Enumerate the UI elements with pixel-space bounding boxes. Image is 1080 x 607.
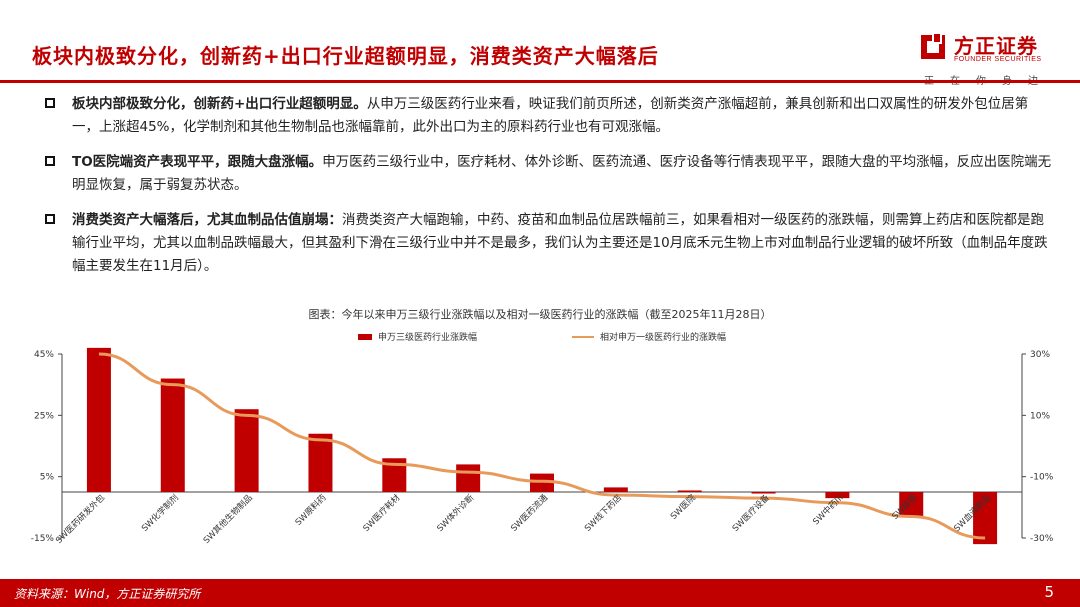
chart-bar bbox=[751, 492, 776, 494]
category-label: SW体外诊断 bbox=[435, 492, 477, 534]
left-tick-label: 5% bbox=[40, 473, 55, 483]
header-divider bbox=[0, 80, 1080, 83]
legend-item-bar: 申万三级医药行业涨跌幅 bbox=[358, 330, 477, 343]
bullet-text: 消费类资产大幅跑输，中药、疫苗和血制品位居跌幅前三，如果看相对一级医药的涨跌幅，… bbox=[72, 212, 1048, 274]
left-tick-label: 45% bbox=[34, 350, 54, 360]
legend-line-swatch bbox=[572, 335, 594, 338]
right-tick-label: 30% bbox=[1030, 350, 1050, 360]
chart-bar bbox=[234, 409, 259, 492]
chart-bar bbox=[456, 464, 481, 492]
bullet-text: 申万医药三级行业中，医疗耗材、体外诊断、医药流通、医疗设备等行情表现平平，跟随大… bbox=[72, 154, 1052, 193]
legend-label: 相对申万一级医药行业的涨跌幅 bbox=[600, 333, 727, 343]
chart-bar bbox=[825, 492, 850, 499]
bullet-heading: 消费类资产大幅落后，尤其血制品估值崩塌： bbox=[72, 212, 342, 228]
bullet-item: TO医院端资产表现平平，跟随大盘涨幅。申万医药三级行业中，医疗耗材、体外诊断、医… bbox=[42, 151, 1052, 197]
bullet-list: 板块内部极致分化，创新药+出口行业超额明显。从申万三级医药行业来看，映证我们前页… bbox=[42, 93, 1052, 290]
chart-bar bbox=[899, 492, 924, 517]
legend-bar-swatch bbox=[358, 333, 372, 340]
right-tick-label: -30% bbox=[1030, 534, 1054, 544]
relative-change-line bbox=[98, 352, 986, 540]
chart-bar bbox=[86, 347, 111, 492]
logo-name-cn: 方正证券 bbox=[954, 34, 1038, 58]
chart-bar bbox=[530, 473, 554, 492]
page-number: 5 bbox=[1044, 583, 1054, 601]
right-tick-label: 10% bbox=[1030, 411, 1050, 421]
category-label: SW医药流通 bbox=[509, 492, 551, 534]
chart-bar bbox=[308, 433, 333, 492]
category-label: SW线下药店 bbox=[582, 492, 624, 534]
chart-bar bbox=[160, 378, 185, 492]
bar-line-chart: 45%25%5%-15%30%10%-10%-30%SW医药研发外包 SW化学制剂… bbox=[31, 347, 1054, 546]
square-bullet-icon bbox=[45, 156, 55, 166]
category-label: SW其他生物制品 bbox=[201, 492, 255, 546]
left-tick-label: 25% bbox=[34, 411, 54, 421]
chart-bar bbox=[677, 490, 702, 492]
category-label: SW原料药 bbox=[293, 492, 329, 528]
logo-name-en: FOUNDER SECURITIES bbox=[954, 56, 1042, 63]
square-bullet-icon bbox=[45, 98, 55, 108]
bullet-text: 从申万三级医药行业来看，映证我们前页所述，创新类资产涨幅超前，兼具创新和出口双属… bbox=[72, 96, 1029, 135]
figure-title: 图表：今年以来申万三级行业涨跌幅以及相对一级医药行业的涨跌幅（截至2025年11… bbox=[308, 308, 772, 321]
category-label: SW化学制剂 bbox=[139, 492, 181, 534]
chart-bar bbox=[973, 492, 998, 545]
footer-bar: 资料来源：Wind，方正证券研究所 5 bbox=[0, 579, 1080, 607]
category-label: SW医疗耗材 bbox=[361, 492, 403, 534]
bullet-item: 消费类资产大幅落后，尤其血制品估值崩塌：消费类资产大幅跑输，中药、疫苗和血制品位… bbox=[42, 209, 1052, 278]
legend-label: 申万三级医药行业涨跌幅 bbox=[378, 333, 478, 343]
bullet-item: 板块内部极致分化，创新药+出口行业超额明显。从申万三级医药行业来看，映证我们前页… bbox=[42, 93, 1052, 139]
legend-item-line: 相对申万一级医药行业的涨跌幅 bbox=[572, 330, 726, 343]
chart-bar bbox=[603, 487, 628, 492]
left-tick-label: -15% bbox=[31, 534, 55, 544]
founder-logo-icon bbox=[921, 32, 945, 59]
page-title: 板块内极致分化，创新药+出口行业超额明显，消费类资产大幅落后 bbox=[32, 44, 659, 68]
right-tick-label: -10% bbox=[1030, 473, 1054, 483]
bullet-heading: TO医院端资产表现平平，跟随大盘涨幅。 bbox=[72, 154, 323, 170]
square-bullet-icon bbox=[45, 214, 55, 224]
bullet-heading: 板块内部极致分化，创新药+出口行业超额明显。 bbox=[72, 96, 367, 112]
source-note: 资料来源：Wind，方正证券研究所 bbox=[14, 587, 201, 601]
